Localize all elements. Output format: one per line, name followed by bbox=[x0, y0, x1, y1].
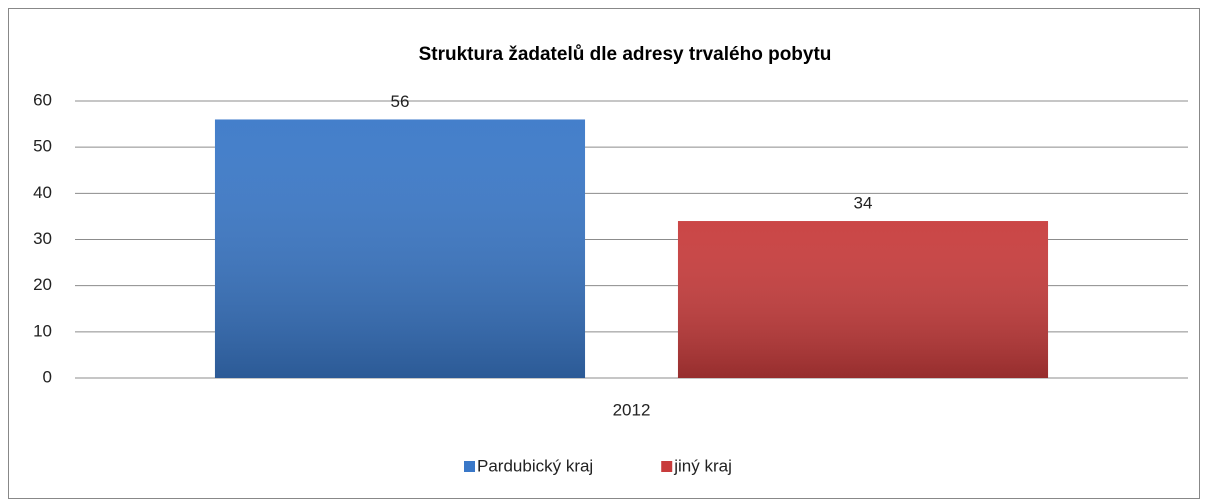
chart-title: Struktura žadatelů dle adresy trvalého p… bbox=[419, 44, 832, 65]
y-tick-label: 60 bbox=[33, 90, 52, 109]
y-tick-label: 10 bbox=[33, 321, 52, 340]
x-tick-label: 2012 bbox=[613, 400, 651, 419]
y-tick-label: 40 bbox=[33, 183, 52, 202]
y-tick-label: 30 bbox=[33, 229, 52, 248]
legend-swatch bbox=[661, 461, 673, 472]
legend-label: jiný kraj bbox=[673, 456, 732, 475]
data-label: 34 bbox=[854, 194, 873, 213]
bar-shade bbox=[677, 221, 1049, 378]
y-tick-label: 20 bbox=[33, 275, 52, 294]
bar-shade bbox=[214, 119, 586, 378]
legend-swatch bbox=[464, 461, 475, 472]
legend-label: Pardubický kraj bbox=[477, 456, 593, 475]
data-label: 56 bbox=[391, 92, 410, 111]
y-tick-label: 50 bbox=[33, 137, 52, 156]
y-tick-label: 0 bbox=[43, 367, 52, 386]
